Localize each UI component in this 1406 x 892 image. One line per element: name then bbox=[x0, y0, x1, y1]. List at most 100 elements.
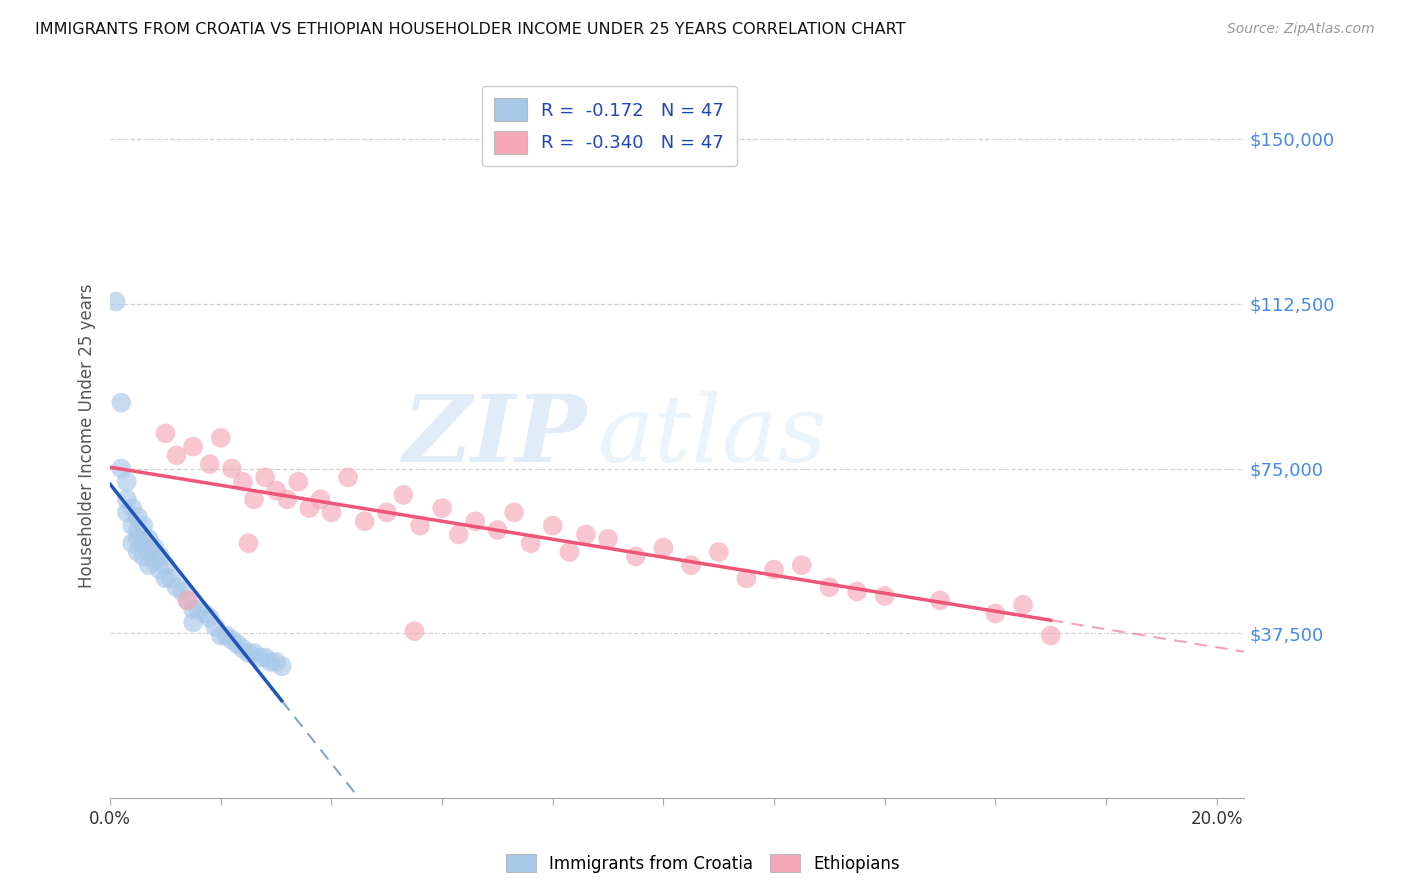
Point bbox=[409, 518, 432, 533]
Point bbox=[353, 514, 375, 528]
Legend: Immigrants from Croatia, Ethiopians: Immigrants from Croatia, Ethiopians bbox=[499, 847, 907, 880]
Point bbox=[138, 558, 160, 573]
Point bbox=[1012, 598, 1035, 612]
Point bbox=[264, 655, 287, 669]
Point bbox=[115, 475, 138, 489]
Point bbox=[209, 431, 232, 445]
Point bbox=[127, 509, 149, 524]
Point bbox=[624, 549, 647, 564]
Point bbox=[929, 593, 952, 607]
Point bbox=[132, 536, 155, 550]
Point bbox=[221, 461, 243, 475]
Point bbox=[298, 501, 321, 516]
Point bbox=[127, 532, 149, 546]
Point bbox=[155, 558, 177, 573]
Point bbox=[121, 536, 143, 550]
Point bbox=[138, 545, 160, 559]
Point bbox=[254, 470, 277, 484]
Point bbox=[155, 426, 177, 441]
Point bbox=[181, 602, 204, 616]
Point bbox=[132, 549, 155, 564]
Point bbox=[155, 571, 177, 585]
Point bbox=[846, 584, 869, 599]
Point bbox=[276, 492, 298, 507]
Point bbox=[187, 602, 209, 616]
Point bbox=[143, 554, 166, 568]
Point bbox=[1039, 628, 1062, 642]
Point bbox=[115, 506, 138, 520]
Point bbox=[215, 628, 238, 642]
Text: ZIP: ZIP bbox=[402, 391, 586, 481]
Point bbox=[204, 620, 226, 634]
Point bbox=[430, 501, 453, 516]
Point bbox=[392, 488, 415, 502]
Point bbox=[238, 536, 260, 550]
Text: Source: ZipAtlas.com: Source: ZipAtlas.com bbox=[1227, 22, 1375, 37]
Text: IMMIGRANTS FROM CROATIA VS ETHIOPIAN HOUSEHOLDER INCOME UNDER 25 YEARS CORRELATI: IMMIGRANTS FROM CROATIA VS ETHIOPIAN HOU… bbox=[35, 22, 905, 37]
Point bbox=[104, 294, 127, 309]
Point bbox=[149, 563, 172, 577]
Point bbox=[110, 461, 132, 475]
Point bbox=[790, 558, 813, 573]
Point bbox=[735, 571, 758, 585]
Point bbox=[143, 541, 166, 555]
Point bbox=[198, 611, 221, 625]
Point bbox=[181, 615, 204, 630]
Legend: R =  -0.172   N = 47, R =  -0.340   N = 47: R = -0.172 N = 47, R = -0.340 N = 47 bbox=[482, 86, 737, 166]
Point bbox=[447, 527, 470, 541]
Point bbox=[486, 523, 509, 537]
Point bbox=[309, 492, 332, 507]
Point bbox=[254, 650, 277, 665]
Point bbox=[127, 523, 149, 537]
Point bbox=[321, 506, 343, 520]
Point bbox=[984, 607, 1007, 621]
Point bbox=[464, 514, 486, 528]
Point bbox=[404, 624, 426, 639]
Point bbox=[818, 580, 841, 594]
Point bbox=[226, 637, 249, 651]
Point bbox=[287, 475, 309, 489]
Point bbox=[541, 518, 564, 533]
Point bbox=[652, 541, 675, 555]
Point bbox=[264, 483, 287, 498]
Point bbox=[763, 563, 786, 577]
Point bbox=[127, 545, 149, 559]
Point bbox=[166, 580, 188, 594]
Point bbox=[337, 470, 360, 484]
Point bbox=[160, 571, 183, 585]
Point bbox=[176, 593, 198, 607]
Point bbox=[121, 501, 143, 516]
Point bbox=[375, 506, 398, 520]
Point bbox=[209, 628, 232, 642]
Text: atlas: atlas bbox=[598, 391, 827, 481]
Point bbox=[193, 607, 215, 621]
Y-axis label: Householder Income Under 25 years: Householder Income Under 25 years bbox=[79, 284, 96, 588]
Point bbox=[115, 492, 138, 507]
Point bbox=[121, 518, 143, 533]
Point bbox=[249, 650, 271, 665]
Point bbox=[270, 659, 292, 673]
Point bbox=[575, 527, 598, 541]
Point bbox=[519, 536, 541, 550]
Point bbox=[221, 632, 243, 647]
Point bbox=[873, 589, 896, 603]
Point bbox=[243, 646, 266, 660]
Point bbox=[707, 545, 730, 559]
Point bbox=[149, 549, 172, 564]
Point bbox=[238, 646, 260, 660]
Point bbox=[503, 506, 526, 520]
Point bbox=[176, 593, 198, 607]
Point bbox=[681, 558, 703, 573]
Point bbox=[198, 457, 221, 471]
Point bbox=[558, 545, 581, 559]
Point bbox=[138, 532, 160, 546]
Point bbox=[243, 492, 266, 507]
Point bbox=[132, 518, 155, 533]
Point bbox=[259, 655, 281, 669]
Point bbox=[232, 475, 254, 489]
Point bbox=[181, 440, 204, 454]
Point bbox=[232, 641, 254, 656]
Point bbox=[598, 532, 620, 546]
Point bbox=[110, 395, 132, 409]
Point bbox=[172, 584, 194, 599]
